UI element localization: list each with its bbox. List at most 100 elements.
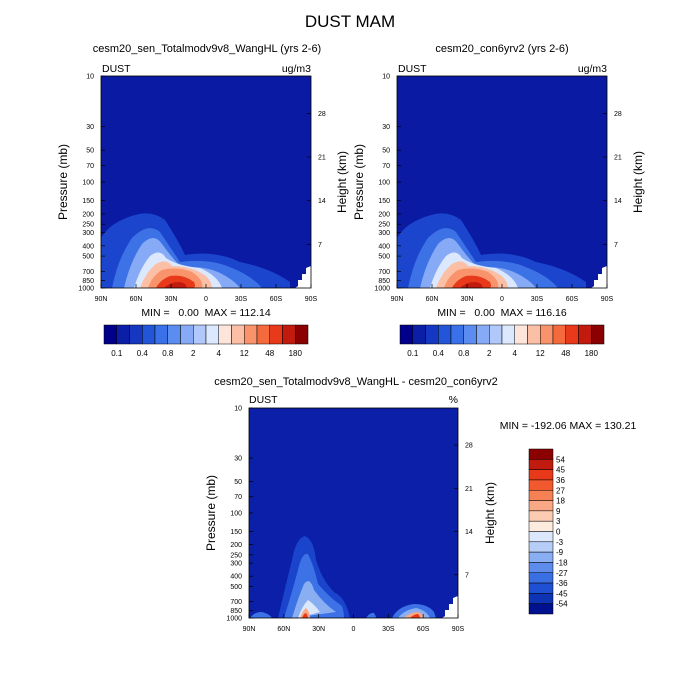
colorbar-diff-label: -36 bbox=[556, 579, 568, 588]
colorbar-swatch bbox=[256, 324, 270, 345]
main-title: DUST MAM bbox=[305, 12, 395, 31]
panel-2-height-tick-label: 7 bbox=[614, 242, 618, 249]
colorbar-label: 2 bbox=[487, 349, 492, 358]
panel-1-pressure-tick-label: 700 bbox=[82, 269, 94, 276]
panel-2-pressure-tick-label: 400 bbox=[378, 243, 390, 250]
colorbar-diff-label: 45 bbox=[556, 466, 565, 475]
colorbar-diff-swatch bbox=[528, 572, 554, 584]
colorbar-swatch bbox=[142, 324, 156, 345]
panel-3-pressure-tick-label: 50 bbox=[234, 479, 242, 486]
panel-3-pressure-tick-label: 70 bbox=[234, 494, 242, 501]
colorbar-label: 0.8 bbox=[162, 349, 174, 358]
panel-3-pressure-tick-label: 850 bbox=[230, 608, 242, 615]
colorbar-swatch bbox=[193, 324, 207, 345]
panel-3-lat-tick-label: 90S bbox=[452, 626, 465, 633]
colorbar-swatch bbox=[399, 324, 413, 345]
panel-3-ylabel: Pressure (mb) bbox=[204, 475, 218, 551]
panel-1-lat-tick-label: 30N bbox=[165, 296, 178, 303]
panel-1-lat-tick-label: 30S bbox=[235, 296, 248, 303]
panel-3-contour-5 bbox=[300, 608, 310, 618]
panel-3-pressure-tick-label: 400 bbox=[230, 574, 242, 581]
colorbar-diff-label: 3 bbox=[556, 517, 561, 526]
panel-2-lat-tick-label: 90N bbox=[391, 296, 404, 303]
panel-2-pressure-tick-label: 50 bbox=[382, 148, 390, 155]
panel-1-pressure-tick-label: 1000 bbox=[78, 286, 94, 293]
colorbar-panel-1: 0.1 0.4 0.8 2 4 12 48 180 bbox=[103, 324, 309, 358]
panel-3-height-tick-label: 28 bbox=[465, 443, 473, 450]
panel-1-height-tick-label: 14 bbox=[318, 198, 326, 205]
panel-1-field bbox=[101, 76, 311, 288]
panel-1-lat-tick-label: 90S bbox=[305, 296, 318, 303]
panel-1-corner-left: DUST bbox=[102, 63, 131, 75]
panel-2-lat-tick-label: 60S bbox=[566, 296, 579, 303]
panel-2-pressure-tick-label: 70 bbox=[382, 163, 390, 170]
panel-3-height-tick-label: 21 bbox=[465, 486, 473, 493]
panel-1-pressure-tick-label: 250 bbox=[82, 222, 94, 229]
colorbar-swatch bbox=[180, 324, 194, 345]
panel-2-pressure-tick-label: 700 bbox=[378, 269, 390, 276]
panel-1-pressure-tick-label: 70 bbox=[86, 163, 94, 170]
panel-2-contour-8 bbox=[460, 282, 483, 288]
colorbar-swatch bbox=[218, 324, 232, 345]
panel-2-pressure-tick-label: 300 bbox=[378, 230, 390, 237]
panel-1-pressure-tick-label: 10 bbox=[86, 74, 94, 81]
panel-3-pressure-tick-label: 700 bbox=[230, 599, 242, 606]
colorbar-swatch bbox=[591, 324, 605, 345]
colorbar-swatch bbox=[244, 324, 258, 345]
colorbar-swatch bbox=[154, 324, 168, 345]
panel-3-pressure-tick-label: 500 bbox=[230, 584, 242, 591]
colorbar-label: 0.4 bbox=[433, 349, 445, 358]
panel-3-lat-tick-label: 0 bbox=[352, 626, 356, 633]
panel-3-field bbox=[249, 408, 458, 618]
panel-2-mask bbox=[591, 266, 607, 288]
colorbar-diff-swatch bbox=[528, 459, 554, 470]
colorbar-swatch bbox=[205, 324, 219, 345]
colorbar-swatch bbox=[552, 324, 566, 345]
panel-3-pressure-tick-label: 300 bbox=[230, 561, 242, 568]
panel-1-height-tick-label: 21 bbox=[318, 155, 326, 162]
panel-2-pressure-tick-label: 200 bbox=[378, 211, 390, 218]
panel-2-pressure-tick-label: 150 bbox=[378, 198, 390, 205]
colorbar-diff-swatch bbox=[528, 510, 554, 522]
colorbar-swatch bbox=[167, 324, 181, 345]
panel-1-ylabel: Pressure (mb) bbox=[56, 144, 70, 220]
colorbar-diff-swatch bbox=[528, 541, 554, 553]
panel-2-lat-tick-label: 30N bbox=[461, 296, 474, 303]
colorbar-diff-label: 54 bbox=[556, 455, 565, 464]
panel-2-height-tick-label: 14 bbox=[614, 198, 622, 205]
panel-3-contour-7 bbox=[250, 612, 272, 618]
panel-2-y2label: Height (km) bbox=[631, 151, 645, 213]
colorbar-diff-swatch bbox=[528, 500, 554, 512]
panel-1-pressure-tick-label: 30 bbox=[86, 124, 94, 131]
colorbar-label: 12 bbox=[240, 349, 249, 358]
panel-3-title: cesm20_sen_Totalmodv9v8_WangHL - cesm20_… bbox=[214, 376, 498, 388]
colorbar-label: 4 bbox=[217, 349, 222, 358]
panel-3: cesm20_sen_Totalmodv9v8_WangHL - cesm20_… bbox=[204, 376, 636, 633]
colorbar-diff-label: -54 bbox=[556, 600, 568, 609]
panel-1-pressure-tick-label: 200 bbox=[82, 211, 94, 218]
colorbar-diff-swatch bbox=[528, 479, 554, 491]
panel-2-corner-right: ug/m3 bbox=[578, 63, 607, 75]
panel-3-contour-11 bbox=[410, 614, 420, 618]
colorbar-label: 4 bbox=[513, 349, 518, 358]
panel-1-pressure-tick-label: 400 bbox=[82, 243, 94, 250]
colorbar-diff-swatch bbox=[528, 448, 554, 460]
colorbar-label: 0.8 bbox=[458, 349, 470, 358]
panel-1-pressure-tick-label: 150 bbox=[82, 198, 94, 205]
panel-2-pressure-tick-label: 1000 bbox=[374, 286, 390, 293]
panel-3-pressure-tick-label: 30 bbox=[234, 456, 242, 463]
panel-3-pressure-tick-label: 150 bbox=[230, 529, 242, 536]
panel-3-corner-right: % bbox=[449, 394, 458, 406]
panel-2-height-tick-label: 28 bbox=[614, 111, 622, 118]
panel-2-title: cesm20_con6yrv2 (yrs 2-6) bbox=[435, 43, 568, 55]
colorbar-panel-2: 0.1 0.4 0.8 2 4 12 48 180 bbox=[399, 324, 605, 358]
colorbar-diff-label: 18 bbox=[556, 497, 565, 506]
colorbar-swatch bbox=[116, 324, 130, 345]
panel-2-pressure-tick-label: 100 bbox=[378, 180, 390, 187]
panel-3-pressure-tick-label: 250 bbox=[230, 552, 242, 559]
colorbar-diff-label: 36 bbox=[556, 476, 565, 485]
panel-2-lat-tick-label: 90S bbox=[601, 296, 614, 303]
panel-2-field bbox=[397, 76, 607, 288]
